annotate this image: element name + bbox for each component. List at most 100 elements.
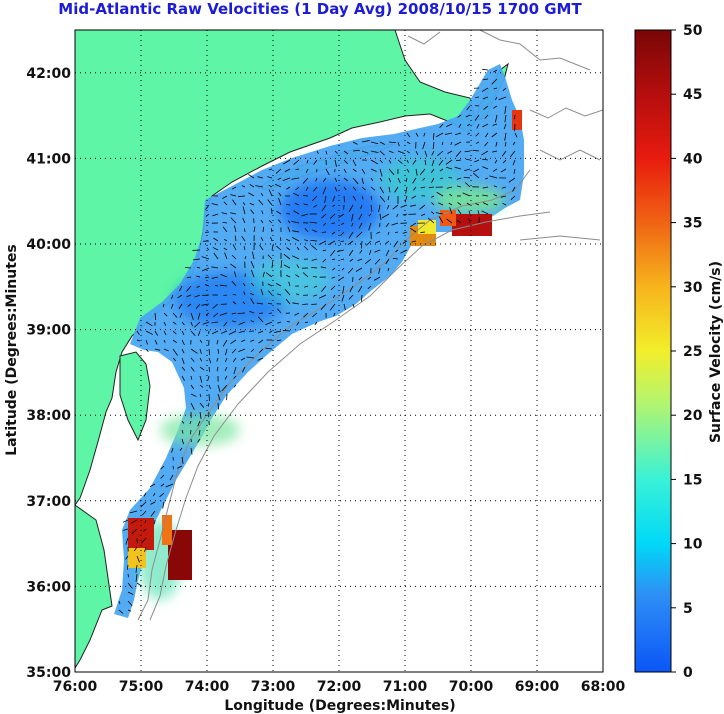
velocity-arrow: [370, 168, 377, 172]
velocity-arrow: [303, 245, 309, 251]
velocity-arrow: [190, 330, 196, 336]
velocity-arrow: [501, 150, 507, 157]
velocity-arrow: [205, 204, 210, 210]
velocity-arrow: [388, 141, 396, 144]
velocity-arrow: [172, 330, 177, 335]
velocity-arrow: [463, 176, 471, 179]
velocity-arrow: [314, 321, 318, 326]
velocity-arrow: [268, 189, 273, 197]
x-tick-label: 68:00: [581, 679, 626, 695]
velocity-arrow: [136, 339, 141, 342]
velocity-arrow: [253, 226, 256, 233]
velocity-arrow: [165, 483, 174, 488]
velocity-arrow: [271, 261, 274, 269]
velocity-arrow: [258, 199, 264, 206]
velocity-arrow: [359, 249, 363, 254]
velocity-arrow: [230, 263, 237, 269]
velocity-arrow: [477, 210, 480, 215]
velocity-arrow: [190, 429, 192, 435]
velocity-arrow: [343, 186, 347, 191]
velocity-arrow: [231, 312, 237, 315]
velocity-arrow: [493, 69, 498, 73]
velocity-arrow: [144, 546, 147, 552]
velocity-arrow: [438, 159, 444, 166]
velocity-arrow: [340, 222, 345, 226]
velocity-arrow: [361, 195, 364, 200]
velocity-arrow: [228, 330, 237, 335]
velocity-arrow: [136, 555, 140, 563]
velocity-arrow: [304, 321, 309, 324]
velocity-arrow: [387, 204, 390, 210]
velocity-arrow: [369, 249, 372, 256]
velocity-arrow: [504, 132, 507, 141]
velocity-arrow: [295, 274, 300, 278]
velocity-arrow: [475, 132, 480, 137]
velocity-arrow: [181, 420, 185, 424]
velocity-arrow: [485, 132, 489, 138]
velocity-arrow: [219, 284, 228, 287]
velocity-arrow: [494, 96, 498, 100]
velocity-arrow: [385, 222, 390, 228]
velocity-arrow: [309, 221, 318, 224]
velocity-arrow: [396, 213, 399, 218]
velocity-arrow: [221, 384, 228, 392]
velocity-arrow: [171, 294, 174, 299]
velocity-arrow: [330, 285, 336, 291]
velocity-arrow: [428, 186, 435, 188]
velocity-arrow: [230, 339, 237, 345]
velocity-arrow: [160, 474, 165, 479]
velocity-arrow: [181, 321, 185, 326]
velocity-arrow: [160, 465, 165, 470]
velocity-arrow: [154, 330, 158, 336]
velocity-arrow: [159, 492, 165, 498]
velocity-arrow: [181, 339, 185, 346]
velocity-arrow: [361, 150, 369, 154]
velocity-arrow: [483, 105, 489, 110]
velocity-arrow: [476, 123, 480, 129]
velocity-arrow: [325, 168, 330, 176]
velocity-arrow: [233, 384, 237, 388]
velocity-arrow: [278, 192, 282, 197]
velocity-arrow: [196, 266, 201, 269]
velocity-arrow: [456, 185, 462, 188]
velocity-arrow: [257, 176, 264, 179]
velocity-arrow: [275, 168, 282, 174]
velocity-arrow: [493, 185, 498, 188]
velocity-arrow: [211, 203, 219, 206]
velocity-arrow: [248, 192, 255, 197]
velocity-arrow: [292, 302, 300, 305]
y-tick-label: 35:00: [26, 665, 71, 681]
velocity-arrow: [238, 321, 246, 326]
velocity-arrow: [129, 510, 138, 514]
velocity-arrow: [446, 186, 453, 189]
velocity-arrow: [341, 294, 345, 302]
map-title: Mid-Atlantic Raw Velocities (1 Day Avg) …: [58, 0, 582, 18]
velocity-arrow: [331, 231, 336, 235]
velocity-arrow: [439, 123, 444, 128]
velocity-arrow: [379, 195, 386, 203]
velocity-arrow: [322, 249, 327, 252]
velocity-arrow: [187, 303, 192, 307]
velocity-arrow: [284, 168, 291, 172]
velocity-arrow: [277, 293, 282, 296]
velocity-arrow: [231, 254, 237, 260]
velocity-arrow: [201, 256, 210, 260]
velocity-arrow: [419, 204, 426, 210]
velocity-arrow: [392, 257, 399, 260]
x-tick-label: 73:00: [251, 679, 296, 695]
velocity-arrow: [219, 312, 228, 316]
velocity-arrow: [232, 244, 237, 251]
velocity-arrow: [246, 356, 255, 359]
velocity-arrow: [458, 123, 462, 128]
velocity-arrow: [357, 258, 363, 262]
velocity-arrow: [179, 285, 183, 292]
x-tick-label: 72:00: [317, 679, 362, 695]
velocity-arrow: [402, 240, 408, 244]
velocity-arrow: [278, 197, 282, 206]
velocity-arrow: [197, 312, 201, 320]
velocity-arrow: [514, 132, 518, 138]
velocity-arrow: [285, 298, 291, 305]
velocity-arrow: [367, 285, 372, 290]
velocity-arrow: [321, 213, 327, 219]
velocity-arrow: [358, 276, 363, 281]
